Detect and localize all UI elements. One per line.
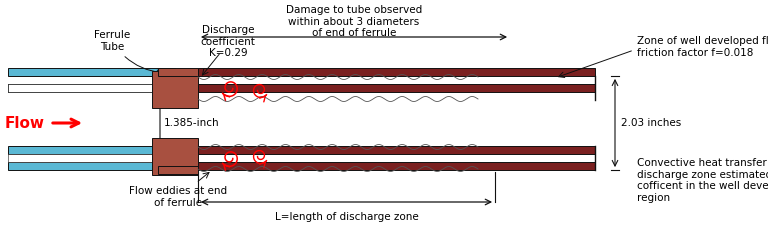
- Text: L=length of discharge zone: L=length of discharge zone: [275, 212, 419, 222]
- Text: Discharge
coefficient
K=0.29: Discharge coefficient K=0.29: [200, 25, 256, 58]
- Text: 1.385-inch: 1.385-inch: [164, 118, 220, 128]
- Text: Flow eddies at end
of ferrule: Flow eddies at end of ferrule: [129, 186, 227, 207]
- Bar: [198, 68, 595, 76]
- Text: Flow: Flow: [5, 116, 45, 130]
- Bar: [198, 162, 595, 170]
- Bar: [8, 154, 175, 162]
- Text: Convective heat transfer coefficient in the
discharge zone estimated to be 5.4 t: Convective heat transfer coefficient in …: [637, 158, 768, 203]
- Text: 2.03 inches: 2.03 inches: [621, 118, 681, 128]
- Bar: [152, 138, 198, 175]
- Bar: [198, 146, 595, 154]
- Text: Ferrule
Tube: Ferrule Tube: [94, 30, 161, 74]
- Text: Damage to tube observed
within about 3 diameters
of end of ferrule: Damage to tube observed within about 3 d…: [286, 5, 422, 38]
- Bar: [8, 146, 175, 154]
- Bar: [158, 68, 198, 76]
- Bar: [158, 166, 198, 174]
- Bar: [152, 71, 198, 108]
- Bar: [8, 84, 175, 92]
- Bar: [8, 68, 175, 76]
- Bar: [8, 84, 175, 92]
- Bar: [8, 162, 175, 170]
- Bar: [198, 84, 595, 92]
- Text: Zone of well developed flow,
friction factor f=0.018: Zone of well developed flow, friction fa…: [637, 36, 768, 58]
